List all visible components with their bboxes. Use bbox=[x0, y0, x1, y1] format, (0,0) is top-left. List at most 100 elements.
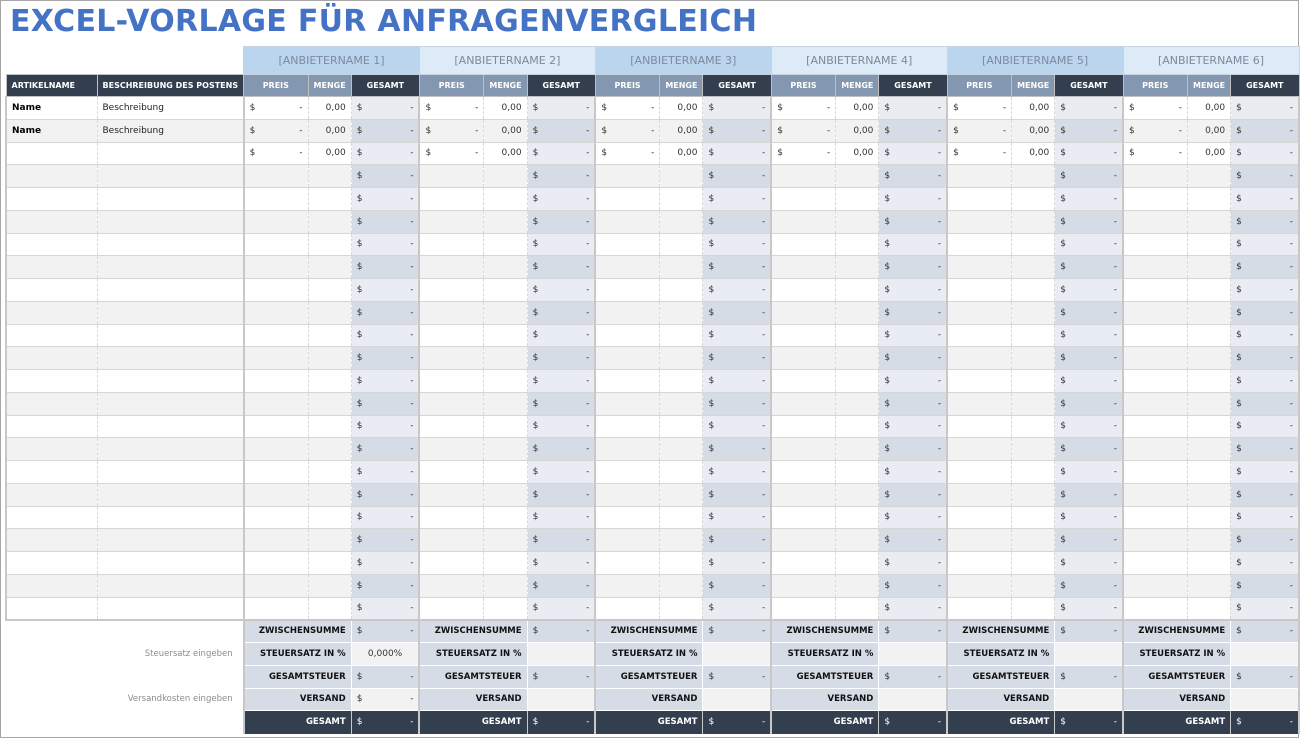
quantity-cell[interactable] bbox=[835, 415, 880, 439]
item-name-cell[interactable] bbox=[5, 460, 98, 484]
quantity-cell[interactable] bbox=[308, 460, 352, 484]
item-name-cell[interactable]: Name bbox=[5, 119, 98, 143]
price-cell[interactable] bbox=[947, 574, 1013, 598]
price-cell[interactable] bbox=[1123, 506, 1188, 530]
price-cell[interactable] bbox=[243, 210, 309, 234]
price-cell[interactable] bbox=[1123, 210, 1188, 234]
item-name-cell[interactable] bbox=[5, 187, 98, 211]
item-description-cell[interactable] bbox=[97, 187, 245, 211]
quantity-cell[interactable] bbox=[1011, 301, 1056, 325]
item-name-cell[interactable] bbox=[5, 528, 98, 552]
quantity-cell[interactable] bbox=[1187, 210, 1232, 234]
quantity-cell[interactable] bbox=[659, 324, 704, 348]
price-cell[interactable] bbox=[243, 255, 309, 279]
price-cell[interactable] bbox=[595, 392, 661, 416]
price-cell[interactable] bbox=[771, 278, 837, 302]
quantity-cell[interactable] bbox=[483, 301, 528, 325]
quantity-cell[interactable]: 0,00 bbox=[835, 142, 880, 166]
price-cell[interactable] bbox=[947, 187, 1013, 211]
quantity-cell[interactable] bbox=[835, 255, 880, 279]
quantity-cell[interactable] bbox=[835, 551, 880, 575]
quantity-cell[interactable] bbox=[659, 460, 704, 484]
versand-input[interactable] bbox=[527, 688, 597, 712]
supplier-name-2[interactable]: [ANBIETERNAME 2] bbox=[418, 46, 596, 75]
quantity-cell[interactable] bbox=[835, 392, 880, 416]
quantity-cell[interactable] bbox=[308, 278, 352, 302]
quantity-cell[interactable] bbox=[1187, 528, 1232, 552]
price-cell[interactable] bbox=[243, 528, 309, 552]
quantity-cell[interactable] bbox=[659, 597, 704, 621]
quantity-cell[interactable] bbox=[1011, 506, 1056, 530]
quantity-cell[interactable] bbox=[308, 301, 352, 325]
quantity-cell[interactable] bbox=[1187, 392, 1232, 416]
item-description-cell[interactable] bbox=[97, 142, 245, 166]
price-cell[interactable] bbox=[947, 233, 1013, 257]
item-description-cell[interactable] bbox=[97, 301, 245, 325]
price-cell[interactable] bbox=[419, 415, 485, 439]
quantity-cell[interactable] bbox=[308, 233, 352, 257]
price-cell[interactable] bbox=[595, 255, 661, 279]
price-cell[interactable] bbox=[771, 483, 837, 507]
price-cell[interactable] bbox=[1123, 574, 1188, 598]
price-cell[interactable] bbox=[771, 506, 837, 530]
price-cell[interactable] bbox=[947, 597, 1013, 621]
item-description-cell[interactable] bbox=[97, 324, 245, 348]
price-cell[interactable]: $ - bbox=[243, 119, 309, 143]
price-cell[interactable] bbox=[771, 437, 837, 461]
price-cell[interactable] bbox=[419, 437, 485, 461]
quantity-cell[interactable] bbox=[1011, 233, 1056, 257]
shipping-input[interactable]: $ - bbox=[351, 688, 421, 712]
quantity-cell[interactable] bbox=[308, 437, 352, 461]
quantity-cell[interactable] bbox=[308, 574, 352, 598]
item-name-cell[interactable] bbox=[5, 369, 98, 393]
price-cell[interactable]: $ - bbox=[595, 142, 661, 166]
quantity-cell[interactable] bbox=[483, 346, 528, 370]
quantity-cell[interactable] bbox=[835, 233, 880, 257]
quantity-cell[interactable] bbox=[1011, 392, 1056, 416]
price-cell[interactable] bbox=[595, 187, 661, 211]
price-cell[interactable] bbox=[595, 233, 661, 257]
price-cell[interactable] bbox=[947, 346, 1013, 370]
item-description-cell[interactable] bbox=[97, 437, 245, 461]
price-cell[interactable] bbox=[419, 233, 485, 257]
quantity-cell[interactable] bbox=[1011, 597, 1056, 621]
supplier-name-6[interactable]: [ANBIETERNAME 6] bbox=[1122, 46, 1300, 75]
item-name-cell[interactable] bbox=[5, 301, 98, 325]
quantity-cell[interactable]: 0,00 bbox=[308, 142, 352, 166]
price-cell[interactable] bbox=[419, 301, 485, 325]
price-cell[interactable] bbox=[1123, 346, 1188, 370]
price-cell[interactable] bbox=[771, 210, 837, 234]
price-cell[interactable]: $ - bbox=[419, 142, 485, 166]
price-cell[interactable] bbox=[243, 415, 309, 439]
price-cell[interactable] bbox=[243, 278, 309, 302]
price-cell[interactable] bbox=[1123, 483, 1188, 507]
quantity-cell[interactable] bbox=[1011, 324, 1056, 348]
price-cell[interactable] bbox=[947, 483, 1013, 507]
price-cell[interactable]: $ - bbox=[1123, 119, 1188, 143]
quantity-cell[interactable] bbox=[483, 574, 528, 598]
price-cell[interactable] bbox=[419, 278, 485, 302]
quantity-cell[interactable] bbox=[483, 210, 528, 234]
price-cell[interactable] bbox=[243, 597, 309, 621]
item-description-cell[interactable] bbox=[97, 597, 245, 621]
quantity-cell[interactable] bbox=[659, 187, 704, 211]
price-cell[interactable]: $ - bbox=[419, 96, 485, 120]
price-cell[interactable] bbox=[419, 551, 485, 575]
quantity-cell[interactable] bbox=[835, 278, 880, 302]
price-cell[interactable] bbox=[595, 597, 661, 621]
quantity-cell[interactable] bbox=[1187, 255, 1232, 279]
price-cell[interactable] bbox=[771, 255, 837, 279]
item-name-cell[interactable] bbox=[5, 415, 98, 439]
quantity-cell[interactable] bbox=[835, 210, 880, 234]
price-cell[interactable]: $ - bbox=[947, 96, 1013, 120]
quantity-cell[interactable] bbox=[659, 392, 704, 416]
price-cell[interactable] bbox=[947, 324, 1013, 348]
quantity-cell[interactable] bbox=[308, 392, 352, 416]
price-cell[interactable] bbox=[771, 528, 837, 552]
price-cell[interactable] bbox=[771, 187, 837, 211]
quantity-cell[interactable] bbox=[835, 187, 880, 211]
quantity-cell[interactable] bbox=[483, 278, 528, 302]
quantity-cell[interactable]: 0,00 bbox=[308, 119, 352, 143]
price-cell[interactable] bbox=[419, 597, 485, 621]
quantity-cell[interactable] bbox=[1187, 187, 1232, 211]
